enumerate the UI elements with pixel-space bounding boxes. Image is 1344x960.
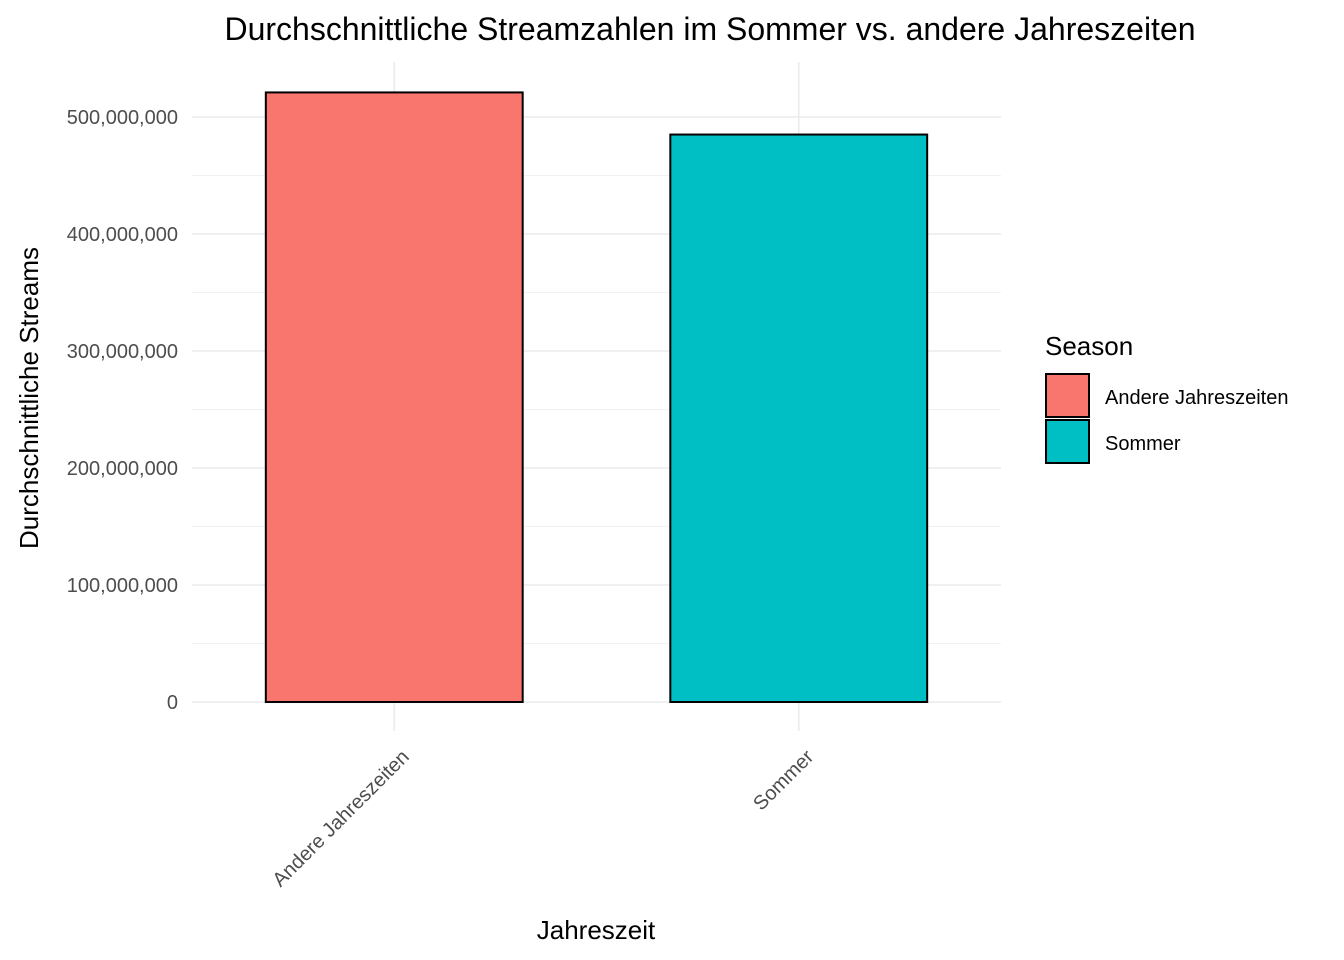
y-tick-label: 500,000,000 — [67, 107, 178, 129]
bar — [264, 91, 524, 704]
y-axis-title: Durchschnittliche Streams — [14, 247, 44, 549]
legend-swatch — [1045, 373, 1090, 418]
x-tick-label: Sommer — [749, 746, 818, 815]
bars — [264, 91, 929, 704]
bar — [669, 133, 929, 704]
y-tick-label: 300,000,000 — [67, 341, 178, 363]
x-tick-label: Andere Jahreszeiten — [269, 746, 414, 891]
y-tick-label: 400,000,000 — [67, 224, 178, 246]
legend-label: Sommer — [1105, 433, 1181, 455]
legend-swatch — [1045, 419, 1090, 464]
x-axis-ticks: Andere Jahreszeiten Sommer — [269, 746, 819, 892]
legend: Season Andere Jahreszeiten Sommer — [1045, 331, 1288, 464]
y-tick-label: 200,000,000 — [67, 458, 178, 480]
legend-title: Season — [1045, 331, 1133, 361]
y-tick-label: 100,000,000 — [67, 575, 178, 597]
y-axis-ticks: 0 100,000,000 200,000,000 300,000,000 400,00… — [67, 107, 178, 714]
y-tick-label: 0 — [167, 692, 178, 714]
chart-title: Durchschnittliche Streamzahlen im Sommer… — [224, 11, 1195, 47]
x-axis-title: Jahreszeit — [537, 915, 656, 945]
legend-label: Andere Jahreszeiten — [1105, 387, 1288, 409]
